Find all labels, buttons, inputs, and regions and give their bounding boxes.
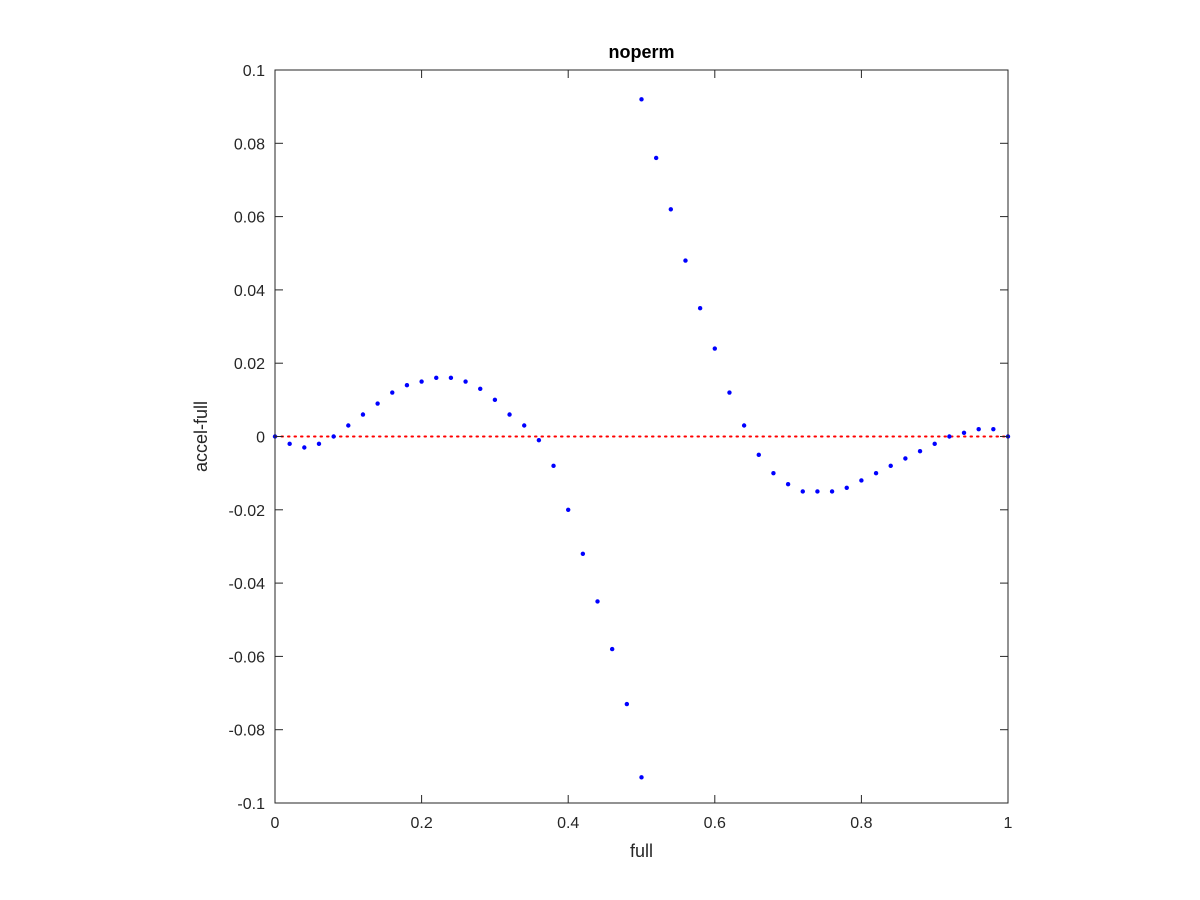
data-point bbox=[492, 397, 498, 403]
data-point bbox=[595, 599, 600, 604]
data-point bbox=[947, 434, 952, 439]
data-point bbox=[932, 441, 937, 447]
y-tick-label: -0.02 bbox=[229, 503, 266, 520]
data-point bbox=[624, 701, 630, 707]
x-tick-label: 1 bbox=[1004, 815, 1013, 832]
data-point bbox=[991, 426, 996, 432]
data-point bbox=[478, 386, 483, 392]
data-point bbox=[976, 426, 981, 432]
data-point bbox=[712, 346, 717, 351]
data-point bbox=[609, 646, 615, 652]
data-point bbox=[316, 441, 322, 447]
data-point bbox=[404, 382, 410, 388]
data-point bbox=[844, 485, 849, 491]
y-tick-label: 0 bbox=[256, 430, 265, 447]
data-point bbox=[551, 463, 556, 469]
x-tick-label: 0.4 bbox=[557, 815, 579, 832]
data-point bbox=[346, 423, 351, 428]
data-point bbox=[566, 507, 571, 512]
data-point bbox=[375, 401, 380, 406]
data-point bbox=[522, 423, 527, 428]
data-point bbox=[741, 423, 747, 428]
y-tick-label: -0.08 bbox=[229, 723, 266, 740]
data-point bbox=[639, 775, 644, 780]
data-point bbox=[668, 207, 674, 212]
x-tick-label: 0 bbox=[271, 815, 280, 832]
x-tick-label: 0.6 bbox=[704, 815, 726, 832]
data-point bbox=[903, 456, 908, 461]
data-point bbox=[785, 481, 791, 487]
data-point bbox=[800, 489, 805, 494]
data-point bbox=[653, 155, 659, 161]
y-tick-label: -0.06 bbox=[229, 649, 266, 666]
data-point bbox=[580, 551, 586, 556]
data-point bbox=[727, 390, 732, 395]
x-axis-title: full bbox=[630, 841, 653, 861]
y-tick-label: 0.04 bbox=[234, 283, 265, 300]
data-point bbox=[302, 445, 307, 450]
data-point bbox=[360, 412, 366, 417]
data-point bbox=[507, 412, 512, 417]
y-tick-label: -0.1 bbox=[237, 796, 265, 813]
y-tick-label: 0.08 bbox=[234, 136, 265, 153]
axis-ticks: 0 0.2 0.4 0.6 0.8 1 -0.1 -0.08 -0.06 -0.04 -0.02 0 0… bbox=[229, 63, 1013, 832]
data-point bbox=[697, 306, 703, 311]
x-tick-label: 0.2 bbox=[410, 815, 432, 832]
data-point bbox=[287, 441, 292, 447]
data-point bbox=[448, 375, 454, 381]
y-tick-label: 0.1 bbox=[243, 63, 265, 80]
data-points bbox=[272, 97, 1011, 780]
data-point bbox=[463, 379, 468, 384]
y-tick-label: 0.02 bbox=[234, 356, 265, 373]
data-point bbox=[639, 97, 644, 102]
data-point bbox=[771, 470, 776, 476]
y-tick-label: 0.06 bbox=[234, 210, 265, 227]
data-point bbox=[683, 258, 688, 263]
data-point bbox=[888, 463, 893, 469]
y-tick-label: -0.04 bbox=[229, 576, 266, 593]
data-point bbox=[390, 390, 395, 395]
data-point bbox=[873, 470, 879, 476]
data-point bbox=[331, 434, 336, 439]
y-axis-title: accel-full bbox=[191, 401, 211, 472]
chart-title: noperm bbox=[608, 42, 674, 62]
x-tick-label: 0.8 bbox=[850, 815, 872, 832]
data-point bbox=[961, 430, 967, 436]
data-point bbox=[419, 379, 424, 384]
data-point bbox=[815, 489, 820, 494]
data-point bbox=[434, 375, 439, 381]
data-point bbox=[756, 452, 761, 458]
data-point bbox=[917, 448, 923, 454]
data-point bbox=[859, 478, 864, 483]
data-point bbox=[536, 437, 542, 443]
data-point bbox=[829, 489, 835, 494]
